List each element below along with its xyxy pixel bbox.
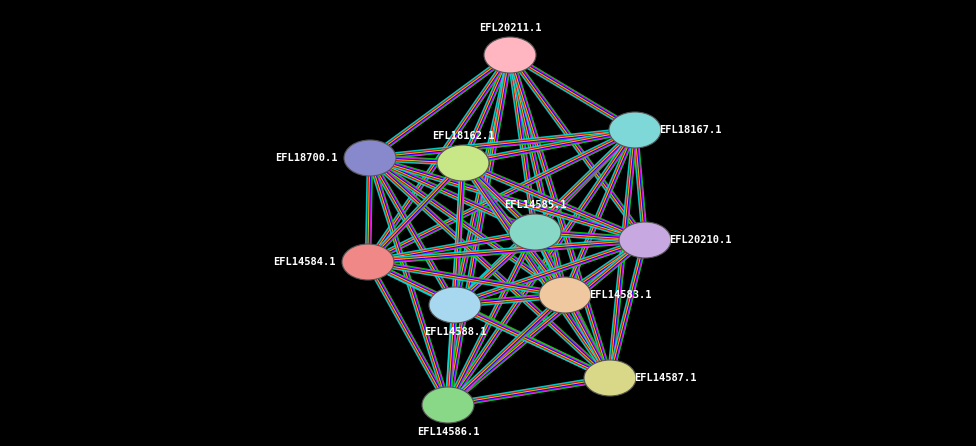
Ellipse shape xyxy=(609,112,661,148)
Ellipse shape xyxy=(584,360,636,396)
Text: EFL14588.1: EFL14588.1 xyxy=(424,327,486,337)
Ellipse shape xyxy=(509,214,561,250)
Ellipse shape xyxy=(342,244,394,280)
Text: EFL18167.1: EFL18167.1 xyxy=(659,125,721,135)
Text: EFL14586.1: EFL14586.1 xyxy=(417,427,479,437)
Ellipse shape xyxy=(484,37,536,73)
Text: EFL18700.1: EFL18700.1 xyxy=(275,153,338,163)
Text: EFL20210.1: EFL20210.1 xyxy=(669,235,731,245)
Ellipse shape xyxy=(437,145,489,181)
Ellipse shape xyxy=(429,287,481,323)
Ellipse shape xyxy=(619,222,671,258)
Text: EFL20211.1: EFL20211.1 xyxy=(479,23,542,33)
Ellipse shape xyxy=(344,140,396,176)
Text: EFL14587.1: EFL14587.1 xyxy=(634,373,697,383)
Text: EFL14584.1: EFL14584.1 xyxy=(273,257,336,267)
Ellipse shape xyxy=(422,387,474,423)
Ellipse shape xyxy=(539,277,591,313)
Text: EFL14585.1: EFL14585.1 xyxy=(504,200,566,210)
Text: EFL14583.1: EFL14583.1 xyxy=(589,290,652,300)
Text: EFL18162.1: EFL18162.1 xyxy=(431,131,494,141)
